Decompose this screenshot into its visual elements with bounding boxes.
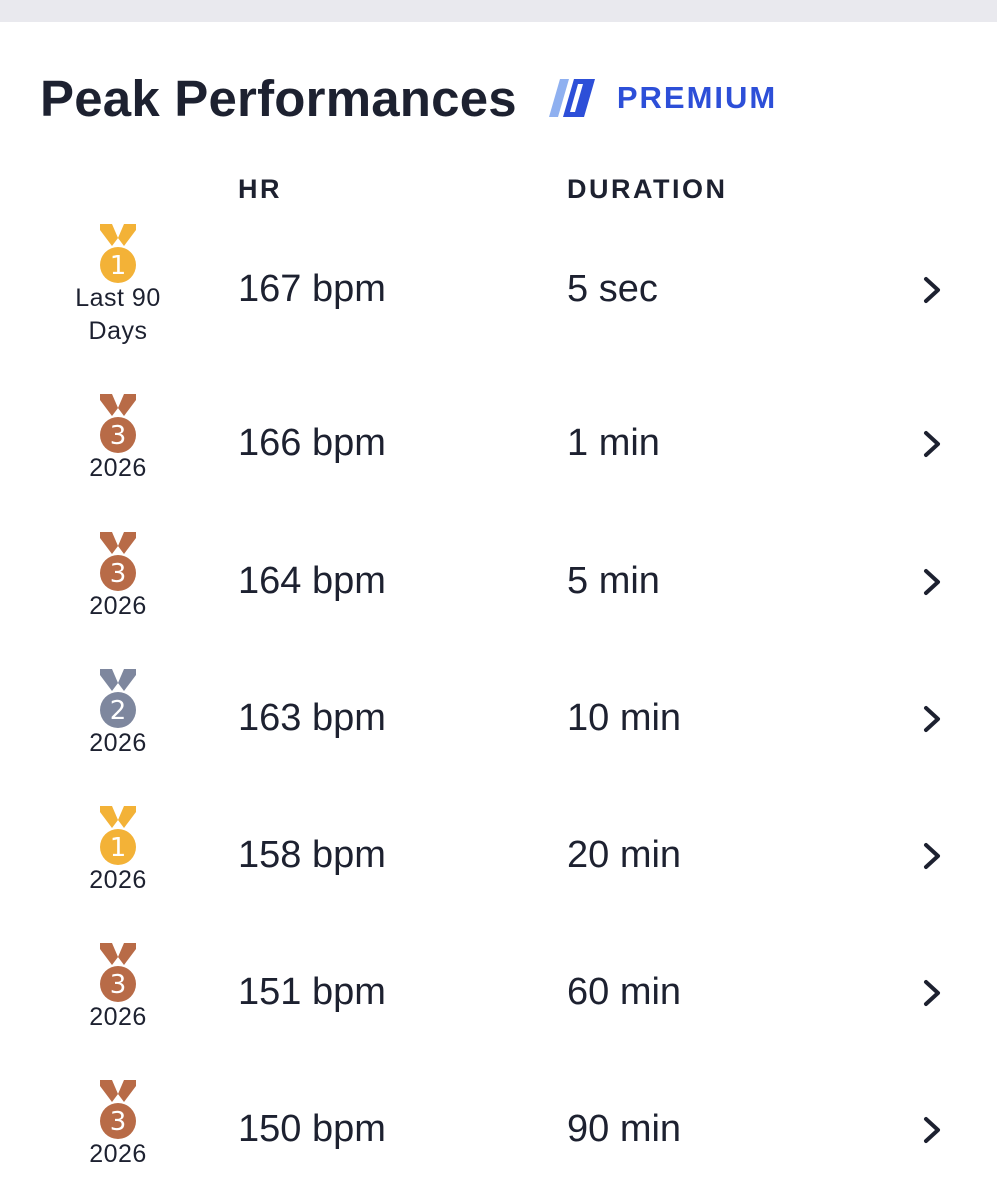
medal-icon: 2 (100, 669, 136, 728)
hr-value: 151 bpm (238, 971, 386, 1013)
medal-badge: 1 Last 90 Days (58, 222, 178, 348)
medal-icon: 3 (100, 1080, 136, 1139)
period-label: 2026 (89, 729, 147, 757)
period-label: 2026 (89, 1003, 147, 1031)
hr-value: 164 bpm (238, 560, 386, 602)
period-label: 2026 (89, 592, 147, 620)
medal-rank: 2 (110, 696, 127, 726)
hr-value: 163 bpm (238, 697, 386, 739)
medal-badge: 3 2026 (58, 1078, 178, 1171)
performance-row[interactable]: 1 2026 158 bpm 20 min (0, 0, 997, 894)
performance-row[interactable]: 3 2026 166 bpm 1 min (0, 0, 997, 482)
column-header-hr: HR (238, 174, 282, 204)
medal-icon: 3 (100, 943, 136, 1002)
period-label: 2026 (89, 454, 147, 482)
period-label: 2026 (89, 866, 147, 894)
medal-icon: 1 (100, 224, 136, 283)
duration-value: 20 min (567, 834, 682, 876)
medal-badge: 3 2026 (58, 392, 178, 485)
medal-rank: 1 (110, 833, 127, 863)
performance-row[interactable]: 2 2026 163 bpm 10 min (0, 0, 997, 757)
medal-icon: 3 (100, 532, 136, 591)
duration-value: 5 sec (567, 268, 658, 310)
duration-value: 5 min (567, 560, 660, 602)
hr-value: 150 bpm (238, 1108, 386, 1150)
hr-value: 167 bpm (238, 268, 386, 310)
top-divider (0, 0, 997, 22)
chevron-right-icon[interactable] (918, 841, 946, 871)
section-header: Peak Performances PREMIUM (40, 62, 777, 134)
medal-badge: 3 2026 (58, 530, 178, 623)
medal-rank: 3 (110, 559, 127, 589)
medal-badge: 2 2026 (58, 667, 178, 760)
performance-row[interactable]: 3 2026 150 bpm 90 min (0, 0, 997, 1168)
premium-stripes-icon (548, 79, 595, 117)
page-title: Peak Performances (40, 69, 517, 127)
duration-value: 90 min (567, 1108, 682, 1150)
column-header-duration: DURATION (567, 174, 728, 204)
medal-badge: 3 2026 (58, 941, 178, 1034)
performance-row[interactable]: 1 Last 90 Days 167 bpm 5 sec (0, 0, 997, 345)
premium-label[interactable]: PREMIUM (616, 80, 778, 115)
medal-badge: 1 2026 (58, 804, 178, 897)
hr-value: 158 bpm (238, 834, 386, 876)
chevron-right-icon[interactable] (918, 429, 946, 459)
medal-icon: 1 (100, 806, 136, 865)
duration-value: 60 min (567, 971, 682, 1013)
chevron-right-icon[interactable] (918, 275, 946, 305)
medal-icon: 3 (100, 394, 136, 453)
chevron-right-icon[interactable] (918, 567, 946, 597)
chevron-right-icon[interactable] (918, 1115, 946, 1145)
duration-value: 1 min (567, 422, 660, 464)
duration-value: 10 min (567, 697, 682, 739)
hr-value: 166 bpm (238, 422, 386, 464)
performance-row[interactable]: 3 2026 164 bpm 5 min (0, 0, 997, 620)
period-label: Last 90 Days (75, 284, 161, 345)
chevron-right-icon[interactable] (918, 978, 946, 1008)
medal-rank: 1 (110, 251, 127, 281)
period-label: 2026 (89, 1140, 147, 1168)
performance-row[interactable]: 3 2026 151 bpm 60 min (0, 0, 997, 1031)
medal-rank: 3 (110, 970, 127, 1000)
medal-rank: 3 (110, 1107, 127, 1137)
chevron-right-icon[interactable] (918, 704, 946, 734)
medal-rank: 3 (110, 421, 127, 451)
